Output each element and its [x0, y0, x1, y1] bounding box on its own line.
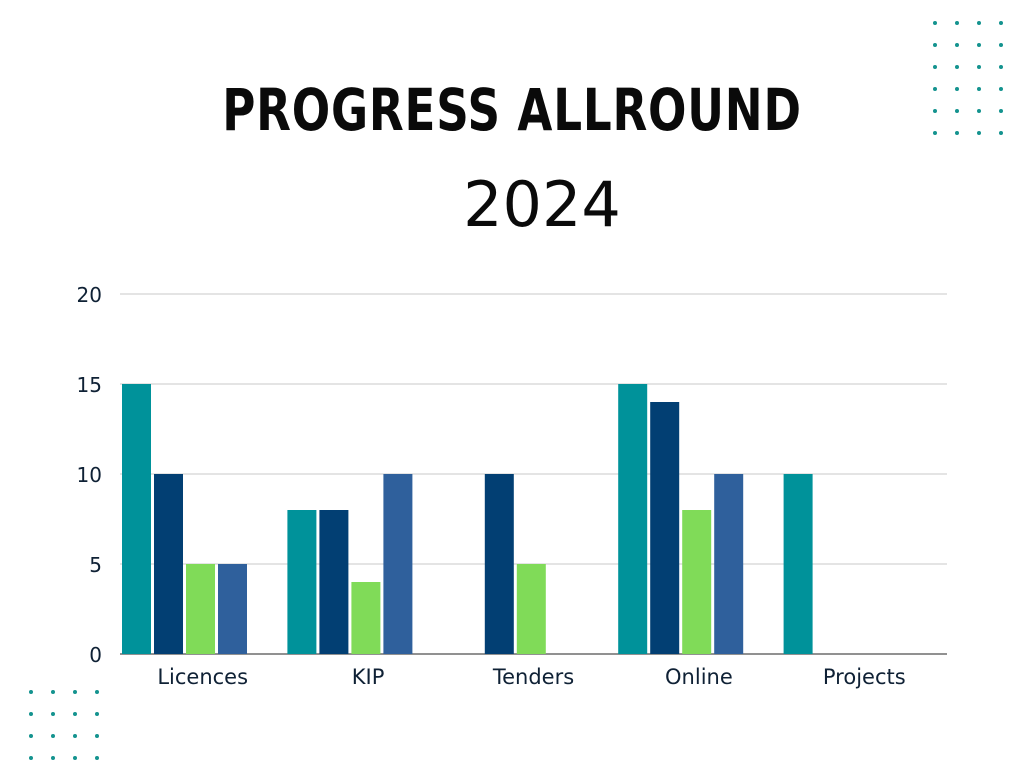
decorative-dot [933, 87, 937, 91]
bar-kip-series-4 [383, 474, 413, 654]
x-tick-label: Online [665, 665, 733, 689]
bar-online-series-1 [618, 384, 648, 654]
bar-tenders-series-3 [516, 564, 546, 654]
decorative-dot [955, 65, 959, 69]
bar-kip-series-1 [287, 510, 317, 654]
decorative-dot [955, 109, 959, 113]
decorative-dot [51, 756, 55, 760]
y-tick-label: 5 [89, 553, 102, 577]
decorative-dot [977, 43, 981, 47]
decorative-dot [73, 734, 77, 738]
decorative-dot [955, 43, 959, 47]
decorative-dot [977, 65, 981, 69]
bar-online-series-2 [650, 402, 680, 654]
decorative-dot [999, 109, 1003, 113]
decorative-dot [933, 109, 937, 113]
y-tick-label: 10 [77, 463, 102, 487]
decorative-dot [999, 87, 1003, 91]
bar-licences-series-4 [218, 564, 247, 654]
decorative-dot [955, 87, 959, 91]
decorative-dot [95, 690, 99, 694]
bar-kip-series-3 [351, 582, 381, 654]
decorative-dot [29, 690, 33, 694]
decorative-dot [977, 109, 981, 113]
bar-kip-series-2 [319, 510, 349, 654]
x-tick-label: Licences [157, 665, 248, 689]
decorative-dot [999, 65, 1003, 69]
decorative-dot [29, 756, 33, 760]
decorative-dot [999, 43, 1003, 47]
y-tick-label: 20 [77, 283, 102, 307]
decorative-dot [977, 131, 981, 135]
x-tick-label: Projects [823, 665, 906, 689]
decorative-dot [73, 690, 77, 694]
decorative-dot [933, 21, 937, 25]
x-tick-label: Tenders [492, 665, 574, 689]
decorative-dot [95, 734, 99, 738]
bar-online-series-4 [714, 474, 744, 654]
decorative-dot [933, 131, 937, 135]
decorative-dot [999, 131, 1003, 135]
decorative-dot [51, 690, 55, 694]
bar-tenders-series-2 [484, 474, 514, 654]
bar-licences-series-2 [154, 474, 183, 654]
decorative-dot [51, 712, 55, 716]
decorative-dot [999, 21, 1003, 25]
decorative-dot [73, 756, 77, 760]
bar-licences-series-3 [186, 564, 215, 654]
decorative-dot [29, 712, 33, 716]
y-tick-label: 15 [77, 373, 102, 397]
decorative-dot [977, 21, 981, 25]
y-tick-label: 0 [89, 643, 102, 667]
bar-licences-series-1 [122, 384, 151, 654]
decorative-dot [29, 734, 33, 738]
decorative-dot [51, 734, 55, 738]
bar-projects-series-1 [783, 474, 813, 654]
decorative-dot [95, 712, 99, 716]
decorative-dot [95, 756, 99, 760]
decorative-dot [933, 43, 937, 47]
decorative-dot [955, 131, 959, 135]
page-subtitle-year: 2024 [463, 168, 621, 241]
bar-online-series-3 [682, 510, 712, 654]
x-tick-label: KIP [352, 665, 385, 689]
decorative-dot [977, 87, 981, 91]
decorative-dot [73, 712, 77, 716]
decorative-dot [955, 21, 959, 25]
page-title: PROGRESS ALLROUND [222, 76, 802, 144]
decorative-dot [933, 65, 937, 69]
